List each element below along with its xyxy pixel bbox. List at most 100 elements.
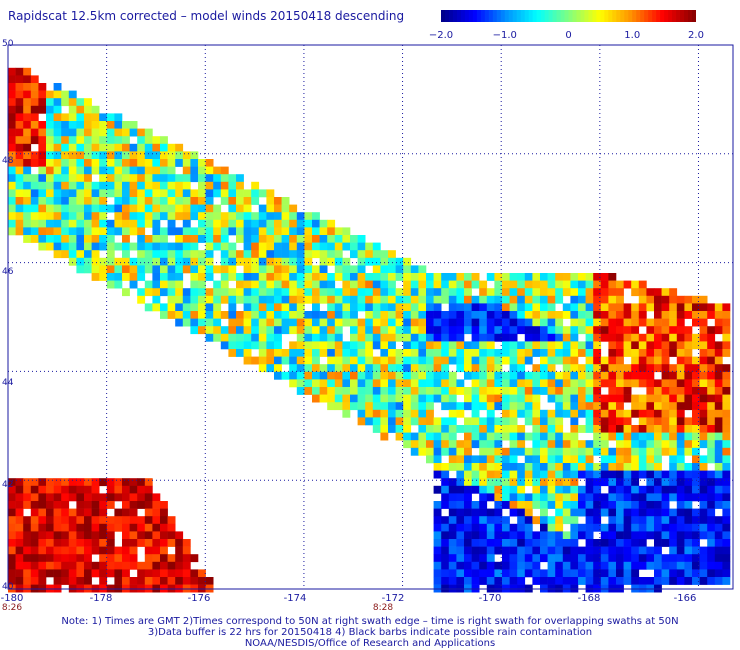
data-cells [8,67,731,593]
data-cell [76,508,85,517]
data-cell [654,523,662,532]
data-cell [160,569,168,578]
data-cell [15,478,24,487]
data-cell [608,409,617,418]
data-cell [608,546,617,555]
data-cell [471,531,480,540]
data-cell [327,303,336,312]
data-cell [540,417,548,426]
data-cell [160,577,168,585]
data-cell [562,546,571,555]
data-cell [198,577,206,585]
data-cell [15,531,24,540]
data-cell [198,181,206,190]
data-cell [152,546,161,555]
data-cell [213,311,222,319]
data-cell [167,554,176,563]
data-cell [137,212,146,221]
data-cell [631,501,640,509]
data-cell [699,341,708,350]
data-cell [646,463,655,471]
data-cell [494,402,503,411]
data-cell [372,387,381,395]
data-cell [502,280,510,289]
data-cell [631,577,640,585]
data-cell [372,394,381,403]
data-cell [426,303,434,312]
data-cell [205,197,214,205]
data-cell [585,394,594,403]
data-cell [129,531,138,540]
data-cell [15,121,24,129]
data-cell [106,143,115,152]
data-cell [669,409,678,418]
data-cell [547,326,556,335]
data-cell [684,387,693,395]
data-cell [91,257,100,266]
data-cell [228,219,237,228]
data-cell [692,425,700,433]
data-cell [106,523,115,532]
data-cell [228,341,237,350]
data-cell [646,364,655,373]
data-cell [357,394,366,403]
data-cell [699,311,708,319]
data-cell [494,463,503,471]
data-cell [638,531,647,540]
data-cell [213,303,222,312]
data-cell [274,227,282,236]
data-cell [258,333,267,342]
data-cell [547,440,556,449]
data-cell [8,143,16,152]
data-cell [699,523,708,532]
data-cell [608,356,617,365]
data-cell [555,318,564,327]
data-cell [205,219,214,228]
data-cell [585,387,594,395]
data-cell [524,447,533,456]
data-cell [296,295,305,304]
data-cell [692,478,700,487]
data-cell [38,242,47,251]
data-cell [623,425,632,433]
colorbar-swatch [652,10,657,22]
data-cell [160,265,168,274]
data-cell [175,303,184,312]
data-cell [547,432,556,441]
data-cell [631,402,640,411]
data-cell [426,326,434,335]
colorbar-swatch [536,10,542,22]
data-cell [479,387,488,395]
data-cell [205,227,214,236]
data-cell [722,455,731,464]
data-cell [319,341,328,350]
data-cell [638,447,647,456]
data-cell [570,341,579,350]
data-cell [334,235,343,243]
lon-label: -168 [577,593,601,604]
data-cell [524,326,533,335]
data-cell [144,546,153,555]
data-cell [258,227,267,236]
data-cell [8,151,16,160]
data-cell [479,394,488,403]
data-cell [175,174,184,183]
data-cell [426,440,434,449]
data-cell [365,333,374,342]
data-cell [198,250,206,259]
data-cell [243,349,252,357]
data-cell [464,447,472,456]
data-cell [448,493,457,502]
data-cell [509,508,518,517]
data-cell [555,455,564,464]
data-cell [699,409,708,418]
data-cell [585,440,594,449]
data-cell [395,417,404,426]
data-cell [152,159,161,167]
data-cell [258,341,267,350]
data-cell [494,333,503,342]
data-cell [722,402,731,411]
data-cell [357,318,366,327]
data-cell [99,212,108,221]
data-cell [600,288,609,297]
